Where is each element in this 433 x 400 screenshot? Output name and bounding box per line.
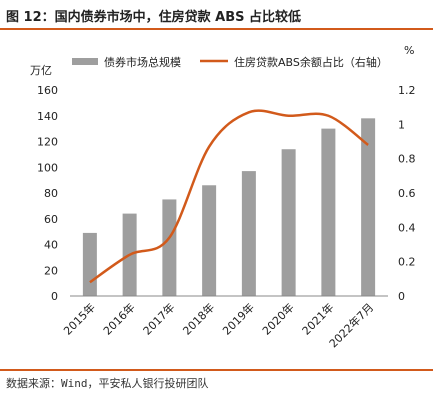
x-tick-label: 2018年 bbox=[180, 300, 217, 337]
legend: 债券市场总规模 住房贷款ABS余额占比（右轴） bbox=[72, 55, 388, 69]
legend-line-label: 住房贷款ABS余额占比（右轴） bbox=[234, 55, 388, 69]
source-divider bbox=[0, 369, 433, 371]
legend-bar-swatch bbox=[72, 58, 98, 65]
x-tick-label: 2021年 bbox=[299, 300, 336, 337]
left-tick-label: 120 bbox=[37, 136, 58, 149]
x-tick-label: 2017年 bbox=[140, 300, 177, 337]
right-axis-unit: % bbox=[404, 44, 414, 57]
x-tick-label: 2016年 bbox=[100, 300, 137, 337]
bar bbox=[361, 118, 376, 296]
x-tick-label: 2019年 bbox=[220, 300, 257, 337]
line-point bbox=[88, 281, 91, 284]
source-note: 数据来源：Wind，平安私人银行投研团队 bbox=[6, 377, 209, 390]
line-point bbox=[287, 114, 290, 117]
bar bbox=[241, 171, 256, 296]
bar bbox=[202, 185, 217, 296]
right-tick-label: 0.6 bbox=[398, 187, 416, 200]
right-tick-label: 0 bbox=[398, 290, 405, 303]
left-tick-label: 0 bbox=[51, 290, 58, 303]
title-divider bbox=[0, 28, 433, 30]
right-tick-label: 0.4 bbox=[398, 221, 416, 234]
left-axis-unit: 万亿 bbox=[30, 64, 52, 77]
left-tick-label: 20 bbox=[44, 264, 58, 277]
line-point bbox=[128, 253, 131, 256]
chart: 债券市场总规模 住房贷款ABS余额占比（右轴） 万亿 % 02040608010… bbox=[30, 44, 416, 350]
legend-bar-label: 债券市场总规模 bbox=[104, 55, 181, 69]
chart-title: 图 12：国内债券市场中，住房贷款 ABS 占比较低 bbox=[6, 10, 302, 25]
right-tick-label: 0.8 bbox=[398, 153, 416, 166]
left-tick-label: 40 bbox=[44, 239, 58, 252]
bar bbox=[281, 149, 296, 296]
line-point bbox=[327, 114, 330, 117]
bar bbox=[82, 232, 97, 296]
line-point bbox=[168, 236, 171, 239]
ratio-line bbox=[89, 109, 369, 284]
line-point bbox=[208, 145, 211, 148]
left-tick-label: 60 bbox=[44, 213, 58, 226]
right-tick-label: 1 bbox=[398, 118, 405, 131]
x-tick-label: 2015年 bbox=[61, 300, 98, 337]
right-tick-label: 0.2 bbox=[398, 256, 416, 269]
left-tick-label: 80 bbox=[44, 187, 58, 200]
line-point bbox=[367, 143, 370, 146]
bar bbox=[162, 199, 177, 296]
left-tick-label: 100 bbox=[37, 161, 58, 174]
x-tick-label: 2020年 bbox=[259, 300, 296, 337]
bar bbox=[321, 128, 336, 296]
left-tick-label: 140 bbox=[37, 110, 58, 123]
line-point bbox=[247, 111, 250, 114]
left-tick-label: 160 bbox=[37, 84, 58, 97]
right-tick-label: 1.2 bbox=[398, 84, 416, 97]
